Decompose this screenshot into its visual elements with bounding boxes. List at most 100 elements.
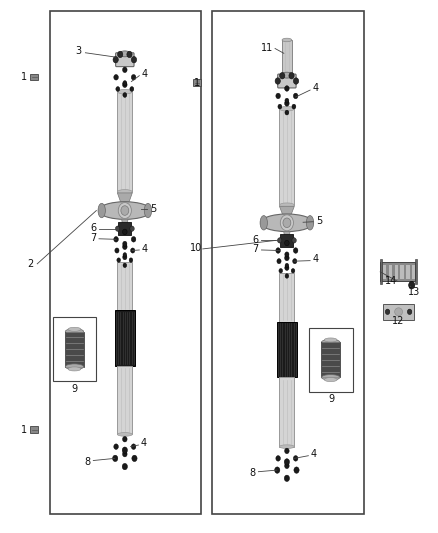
Ellipse shape — [280, 215, 293, 231]
Ellipse shape — [395, 308, 403, 316]
Circle shape — [277, 259, 281, 264]
Bar — [412, 264, 415, 279]
Ellipse shape — [68, 327, 81, 332]
Ellipse shape — [321, 340, 340, 345]
Bar — [115, 310, 135, 366]
Bar — [414, 260, 417, 284]
Circle shape — [278, 104, 282, 109]
Circle shape — [117, 258, 120, 262]
Circle shape — [285, 263, 289, 268]
Circle shape — [123, 263, 127, 268]
Text: 13: 13 — [408, 287, 420, 296]
Ellipse shape — [118, 203, 131, 219]
Circle shape — [291, 269, 295, 273]
Circle shape — [279, 72, 285, 79]
Circle shape — [285, 86, 289, 91]
Polygon shape — [117, 193, 132, 201]
Circle shape — [385, 309, 390, 314]
Circle shape — [123, 82, 127, 87]
Polygon shape — [122, 219, 128, 230]
Circle shape — [285, 448, 289, 454]
Circle shape — [123, 67, 127, 72]
Bar — [380, 260, 382, 284]
Bar — [65, 332, 84, 367]
FancyBboxPatch shape — [278, 74, 296, 88]
Text: 12: 12 — [392, 316, 405, 326]
Circle shape — [284, 475, 290, 481]
Text: 8: 8 — [249, 469, 255, 478]
Ellipse shape — [99, 201, 151, 220]
Ellipse shape — [279, 203, 294, 207]
Ellipse shape — [119, 51, 131, 57]
Bar — [279, 74, 295, 80]
Circle shape — [131, 444, 136, 449]
Circle shape — [294, 467, 299, 473]
Text: 7: 7 — [253, 245, 259, 254]
Bar — [279, 273, 294, 321]
Circle shape — [122, 447, 127, 454]
Circle shape — [289, 72, 294, 79]
Ellipse shape — [98, 204, 106, 217]
Ellipse shape — [324, 377, 337, 382]
Text: 4: 4 — [312, 83, 318, 93]
Ellipse shape — [306, 216, 314, 230]
Circle shape — [276, 93, 280, 99]
Circle shape — [117, 51, 123, 58]
Text: 5: 5 — [316, 216, 322, 226]
Ellipse shape — [117, 190, 132, 194]
Text: 4: 4 — [141, 244, 148, 254]
Bar — [50, 11, 201, 514]
Circle shape — [114, 237, 118, 242]
Bar — [117, 262, 132, 310]
Bar — [193, 79, 201, 86]
Text: 4: 4 — [311, 449, 317, 459]
Circle shape — [123, 241, 127, 246]
Circle shape — [279, 269, 283, 273]
Ellipse shape — [65, 329, 84, 334]
Circle shape — [276, 248, 280, 253]
Text: 4: 4 — [141, 69, 148, 78]
Circle shape — [275, 78, 280, 84]
Ellipse shape — [121, 206, 129, 215]
Bar — [400, 264, 404, 279]
Circle shape — [131, 248, 135, 253]
Text: 6: 6 — [253, 235, 259, 245]
Ellipse shape — [260, 216, 268, 230]
Bar — [383, 264, 386, 279]
Circle shape — [277, 238, 282, 243]
Circle shape — [130, 86, 134, 92]
Text: 14: 14 — [385, 277, 397, 286]
Circle shape — [284, 459, 290, 465]
Ellipse shape — [279, 445, 294, 448]
Circle shape — [285, 274, 289, 278]
Text: 9: 9 — [328, 394, 334, 403]
Circle shape — [123, 244, 127, 249]
Text: 1: 1 — [194, 78, 200, 87]
Bar — [282, 40, 292, 76]
Circle shape — [285, 101, 289, 106]
Circle shape — [113, 455, 118, 462]
Circle shape — [123, 80, 127, 85]
Bar — [117, 366, 132, 434]
Text: 5: 5 — [150, 204, 156, 214]
Circle shape — [285, 265, 289, 270]
Circle shape — [131, 75, 136, 80]
Circle shape — [123, 255, 127, 260]
Polygon shape — [279, 206, 294, 214]
Circle shape — [132, 455, 137, 462]
Ellipse shape — [283, 218, 291, 228]
Ellipse shape — [65, 364, 84, 369]
Bar — [383, 304, 414, 320]
Ellipse shape — [261, 214, 313, 232]
Bar — [380, 262, 415, 281]
Circle shape — [113, 56, 118, 63]
FancyBboxPatch shape — [116, 53, 134, 67]
Circle shape — [409, 281, 415, 289]
Ellipse shape — [68, 367, 81, 371]
Circle shape — [293, 93, 298, 99]
Circle shape — [275, 467, 280, 473]
Polygon shape — [284, 231, 290, 243]
Circle shape — [116, 86, 120, 92]
Bar — [277, 321, 297, 377]
Text: 4: 4 — [141, 439, 147, 448]
